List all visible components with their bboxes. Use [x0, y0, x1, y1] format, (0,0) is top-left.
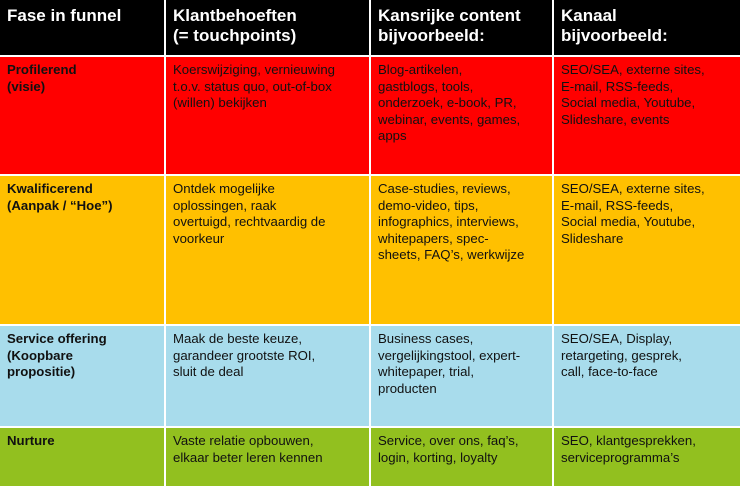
header-phase: Fase in funnel	[0, 0, 166, 57]
row-kwalificerend-channel: SEO/SEA, externe sites, E-mail, RSS-feed…	[554, 176, 740, 326]
header-channel: Kanaal bijvoorbeeld:	[554, 0, 740, 57]
row-profilerend-needs: Koerswijziging, vernieuwing t.o.v. statu…	[166, 57, 371, 176]
row-kwalificerend-content: Case-studies, reviews, demo-video, tips,…	[371, 176, 554, 326]
row-profilerend-channel: SEO/SEA, externe sites, E-mail, RSS-feed…	[554, 57, 740, 176]
row-kwalificerend-phase: Kwalificerend (Aanpak / “Hoe”)	[0, 176, 166, 326]
row-service-offering-phase: Service offering (Koopbare propositie)	[0, 326, 166, 428]
row-kwalificerend-needs: Ontdek mogelijke oplossingen, raak overt…	[166, 176, 371, 326]
row-nurture-channel: SEO, klantgesprekken, serviceprogramma’s	[554, 428, 740, 488]
row-nurture-needs: Vaste relatie opbouwen, elkaar beter ler…	[166, 428, 371, 488]
row-service-offering-needs: Maak de beste keuze, garandeer grootste …	[166, 326, 371, 428]
row-nurture-content: Service, over ons, faq’s, login, korting…	[371, 428, 554, 488]
header-content: Kansrijke content bijvoorbeeld:	[371, 0, 554, 57]
header-customer-needs: Klantbehoeften (= touchpoints)	[166, 0, 371, 57]
row-service-offering-channel: SEO/SEA, Display, retargeting, gesprek, …	[554, 326, 740, 428]
row-service-offering-content: Business cases, vergelijkingstool, exper…	[371, 326, 554, 428]
row-profilerend-phase: Profilerend (visie)	[0, 57, 166, 176]
row-nurture-phase: Nurture	[0, 428, 166, 488]
row-profilerend-content: Blog-artikelen, gastblogs, tools, onderz…	[371, 57, 554, 176]
